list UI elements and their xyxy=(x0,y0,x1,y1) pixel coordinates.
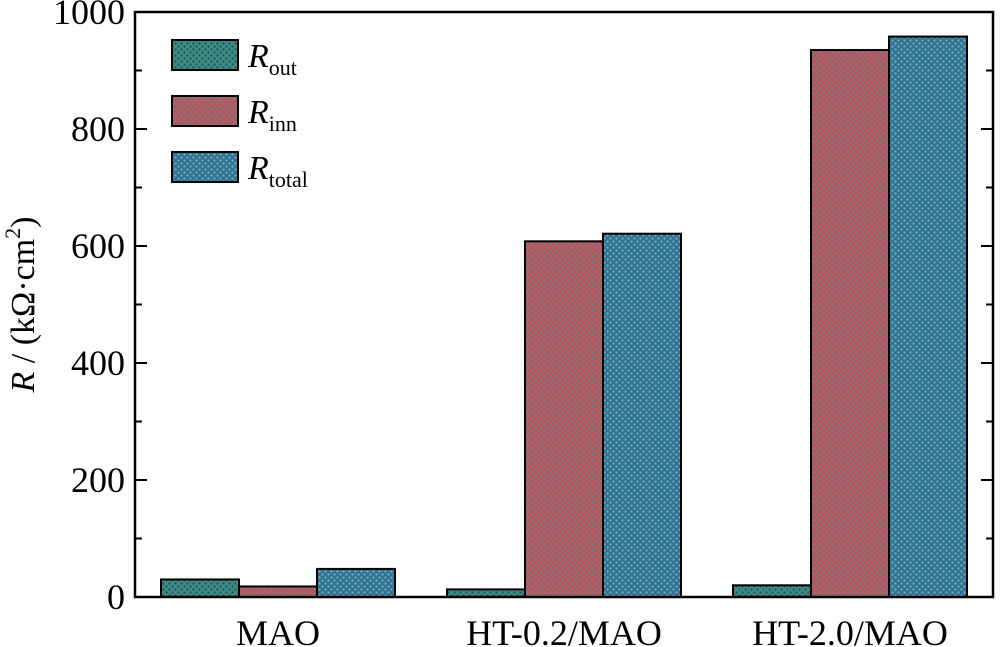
bar-r-out-0 xyxy=(160,578,240,599)
bar-r-total-0 xyxy=(316,567,396,598)
y-tick-label: 800 xyxy=(71,109,125,149)
y-axis-label: R / (kΩ·cm2) xyxy=(0,216,42,393)
legend-label-r-out: Rout xyxy=(247,38,297,80)
y-axis-label-italic: R xyxy=(5,372,42,394)
legend-label-r-total: Rtotal xyxy=(247,150,308,192)
legend: Rout Rinn Rtotal xyxy=(171,38,308,192)
bar-r-inn-1 xyxy=(524,240,604,598)
legend-swatch-r-inn xyxy=(171,95,239,127)
y-axis-label-text: / (kΩ·cm xyxy=(5,239,42,372)
legend-label-r-inn: Rinn xyxy=(247,94,297,136)
bar-r-total-1 xyxy=(602,232,682,598)
y-tick-label: 1000 xyxy=(53,0,125,32)
bar-r-total-2 xyxy=(888,35,968,598)
y-tick-label: 200 xyxy=(71,460,125,500)
bar-r-inn-0 xyxy=(238,585,318,598)
y-tick-label: 400 xyxy=(71,343,125,383)
legend-swatch-r-out xyxy=(171,39,239,71)
y-axis-label-sup: 2 xyxy=(0,228,25,239)
y-tick-label: 0 xyxy=(107,577,125,617)
y-tick-label: 600 xyxy=(71,226,125,266)
legend-swatch-r-total xyxy=(171,151,239,183)
x-category-label: HT-2.0/MAO xyxy=(752,613,948,647)
bar-r-inn-2 xyxy=(810,49,890,598)
bars-group xyxy=(160,35,968,599)
x-category-label: MAO xyxy=(236,613,320,647)
x-category-label: HT-0.2/MAO xyxy=(466,613,662,647)
bar-r-out-2 xyxy=(732,584,812,598)
axes-group: 0 200 400 600 800 1000 MAO HT-0.2/MAO HT-2.0/MAO xyxy=(53,0,993,647)
y-axis-label-close: ) xyxy=(5,216,42,227)
